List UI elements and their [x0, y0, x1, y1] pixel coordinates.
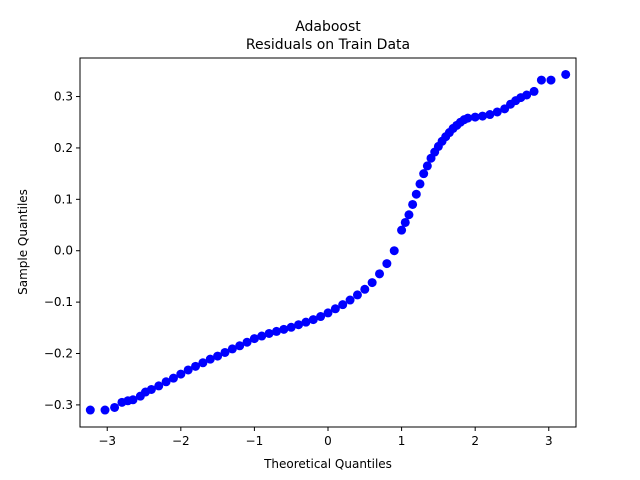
data-point [408, 199, 418, 209]
y-axis-ticks: −0.3 −0.2 −0.1 0.0 0.1 0.2 0.3 [44, 90, 80, 412]
data-point [470, 112, 480, 122]
plot-area [79, 57, 577, 428]
data-point [389, 246, 399, 256]
data-point [546, 75, 556, 85]
data-point [382, 259, 392, 269]
data-point [220, 347, 230, 357]
data-point [176, 369, 186, 379]
data-point [100, 405, 110, 415]
data-point [323, 308, 333, 318]
y-tick-label: 0.3 [54, 90, 73, 104]
data-point [411, 189, 421, 199]
data-point [492, 107, 502, 117]
y-tick-label: −0.3 [44, 398, 73, 412]
x-axis-label: Theoretical Quantiles [263, 457, 392, 471]
x-tick-label: 2 [471, 434, 479, 448]
x-tick-label: −2 [172, 434, 190, 448]
data-point [330, 304, 340, 314]
data-point [205, 354, 215, 364]
data-point [422, 161, 432, 171]
data-point [279, 324, 289, 334]
data-point [227, 344, 237, 354]
data-point [154, 381, 164, 391]
data-point [198, 358, 208, 368]
data-point [375, 269, 385, 279]
data-point [286, 322, 296, 332]
x-tick-label: 0 [324, 434, 332, 448]
data-point [400, 217, 410, 227]
x-tick-label: 3 [545, 434, 553, 448]
data-point [301, 317, 311, 327]
data-point [85, 405, 95, 415]
data-point [561, 69, 571, 79]
data-point [168, 373, 178, 383]
y-tick-label: −0.1 [44, 295, 73, 309]
data-point [415, 179, 425, 189]
plot-frame [79, 57, 577, 428]
data-point [128, 395, 138, 405]
data-point [308, 315, 318, 325]
y-tick-label: 0.2 [54, 141, 73, 155]
x-tick-label: −1 [246, 434, 264, 448]
data-point [352, 290, 362, 300]
data-point [316, 312, 326, 322]
data-point [367, 278, 377, 288]
x-tick-label: 1 [398, 434, 406, 448]
data-point [242, 337, 252, 347]
data-point [213, 351, 223, 361]
data-point [249, 334, 259, 344]
data-point [110, 402, 120, 412]
data-point [404, 210, 414, 220]
data-point [529, 86, 539, 96]
data-point [463, 113, 473, 123]
data-point [485, 110, 495, 120]
data-point [419, 169, 429, 179]
data-point [146, 384, 156, 394]
data-point [161, 377, 171, 387]
y-axis-label: Sample Quantiles [16, 189, 30, 295]
y-tick-label: 0.1 [54, 192, 73, 206]
y-tick-label: 0.0 [54, 244, 73, 258]
data-point [191, 361, 201, 371]
x-axis-ticks: −3 −2 −1 0 1 2 3 [98, 427, 553, 448]
data-point [360, 284, 370, 294]
data-point [338, 300, 348, 310]
data-point [397, 225, 407, 235]
data-point [257, 331, 267, 341]
data-markers [85, 69, 571, 415]
data-point [536, 75, 546, 85]
data-point [345, 295, 355, 305]
data-point [294, 320, 304, 330]
x-tick-label: −3 [98, 434, 116, 448]
data-point [522, 90, 532, 100]
chart-subtitle: Residuals on Train Data [246, 37, 410, 53]
data-point [478, 111, 488, 121]
chart-title: Adaboost [295, 19, 361, 35]
data-point [235, 341, 245, 351]
data-point [264, 328, 274, 338]
y-tick-label: −0.2 [44, 347, 73, 361]
data-point [183, 365, 193, 375]
data-point [271, 326, 281, 336]
